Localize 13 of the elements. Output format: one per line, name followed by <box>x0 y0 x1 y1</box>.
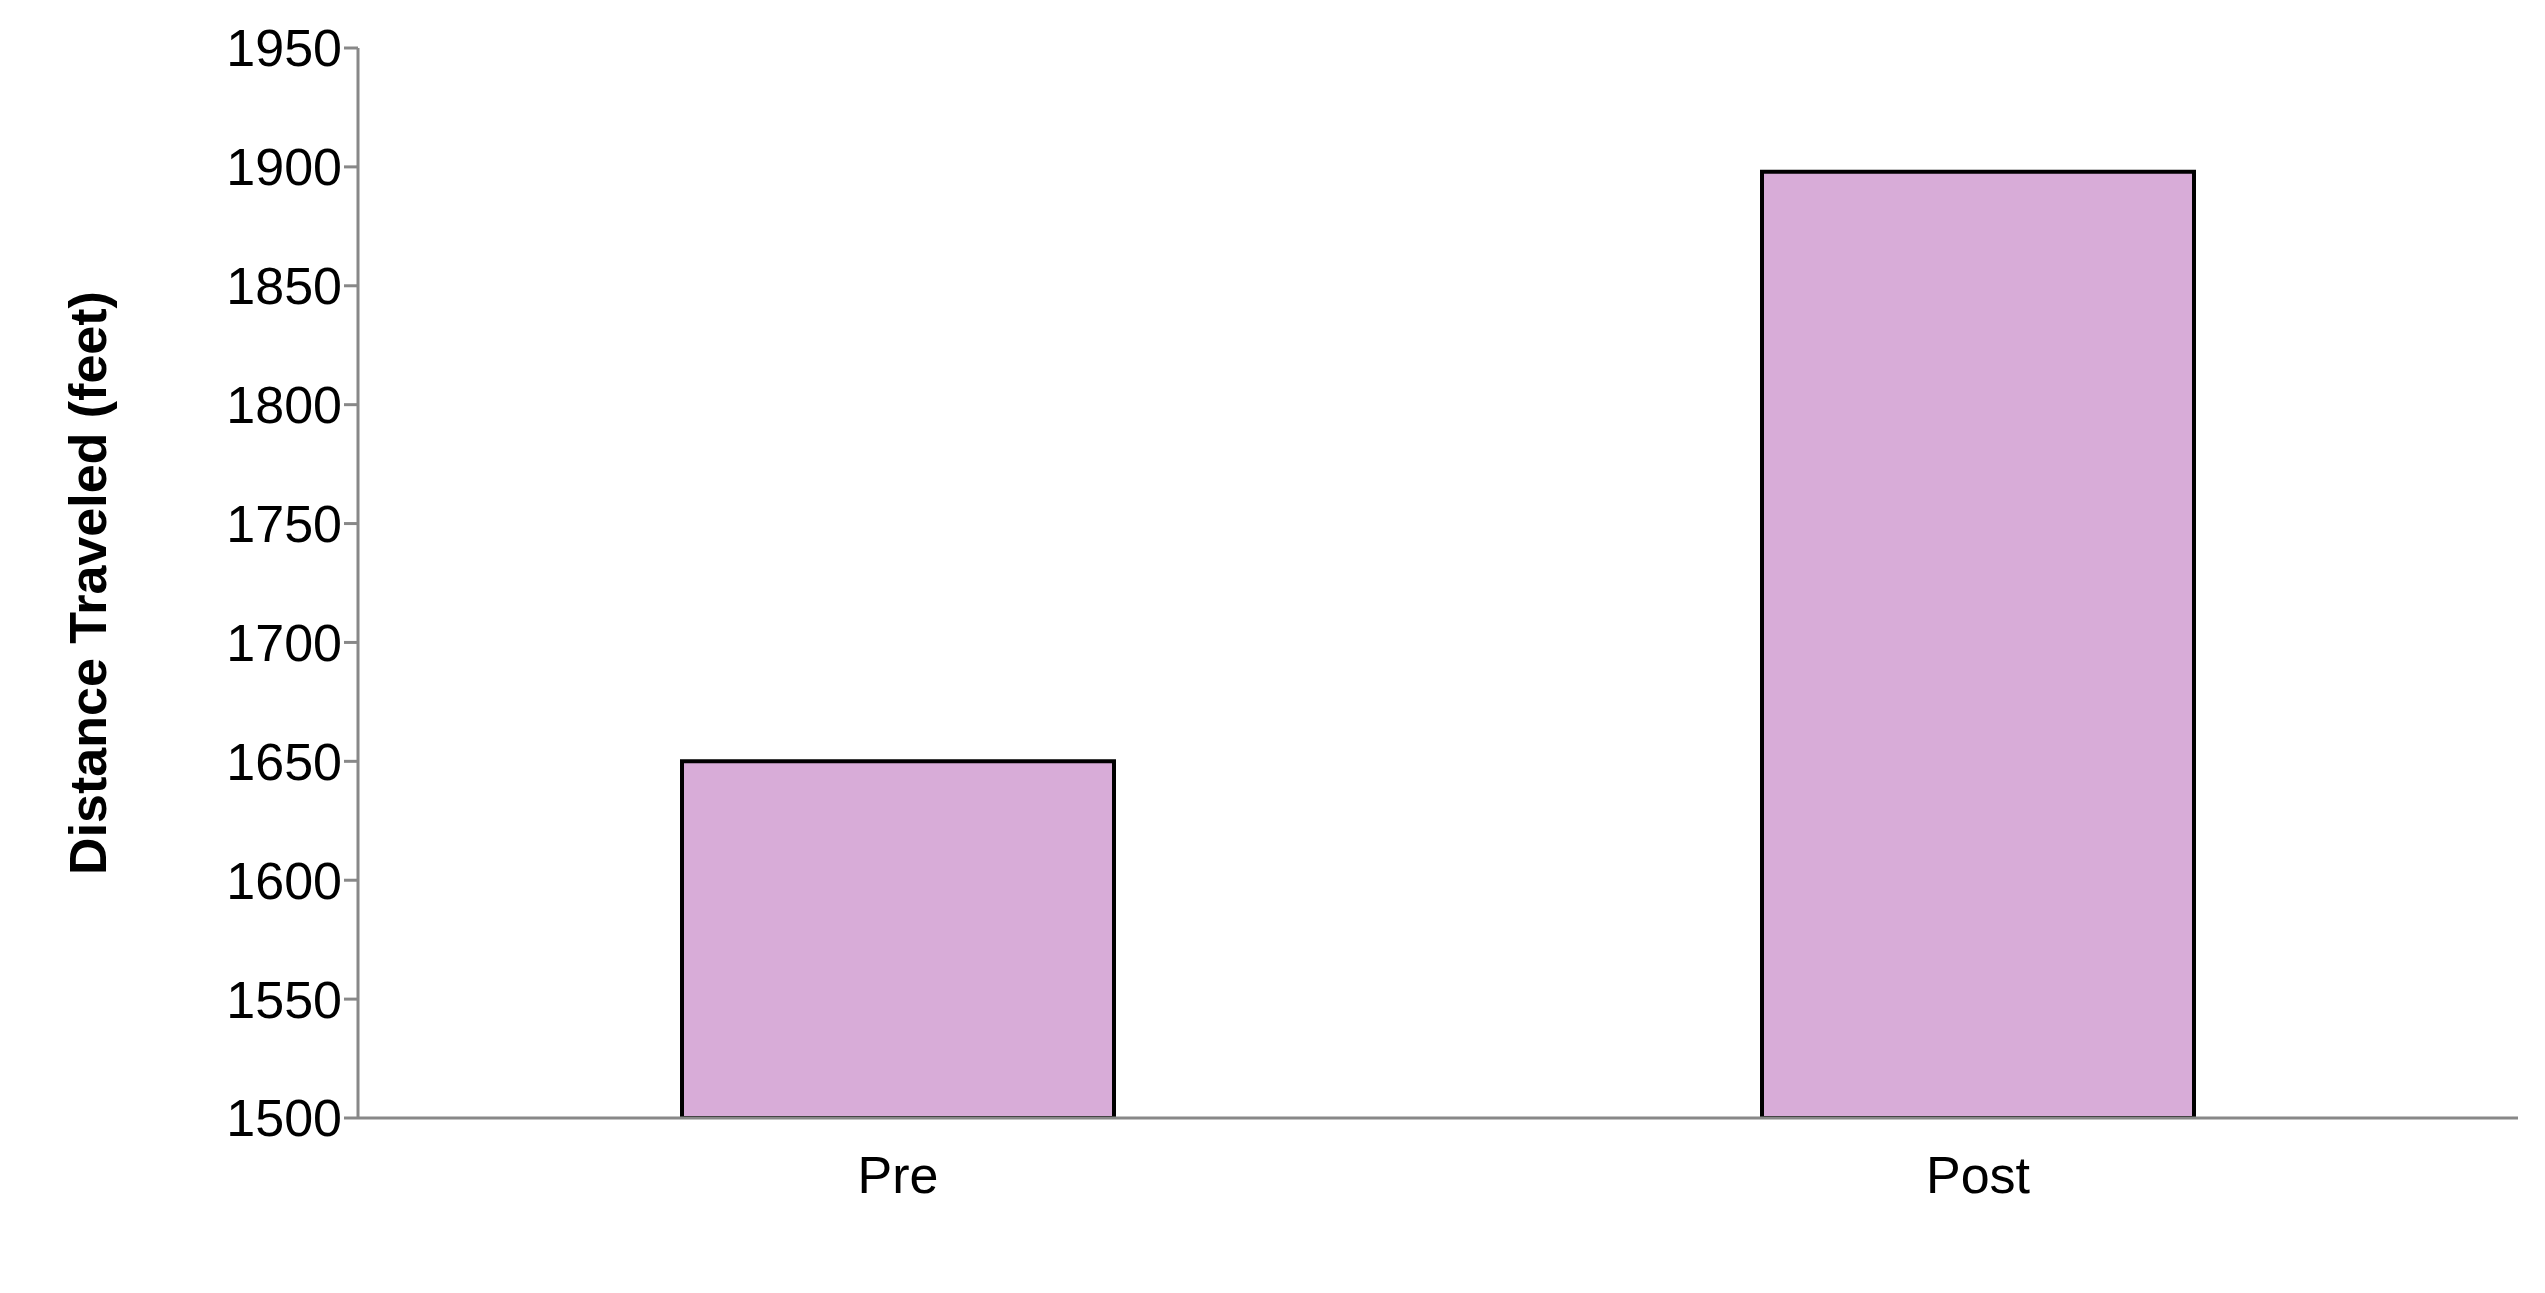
y-tick-label: 1850 <box>226 257 342 316</box>
y-tick-label: 1750 <box>226 495 342 554</box>
y-tick-label: 1900 <box>226 138 342 197</box>
y-tick-label: 1700 <box>226 613 342 672</box>
y-tick-label: 1500 <box>226 1089 342 1148</box>
y-tick-label: 1800 <box>226 376 342 435</box>
y-tick-label: 1550 <box>226 970 342 1029</box>
x-tick-label: Post <box>1925 1145 2031 1204</box>
y-axis-title: Distance Traveled (feet) <box>59 291 118 875</box>
y-tick-label: 1950 <box>226 19 342 78</box>
y-tick-label: 1650 <box>226 732 342 791</box>
y-tick-label: 1600 <box>226 851 342 910</box>
x-tick-label: Pre <box>857 1145 939 1204</box>
